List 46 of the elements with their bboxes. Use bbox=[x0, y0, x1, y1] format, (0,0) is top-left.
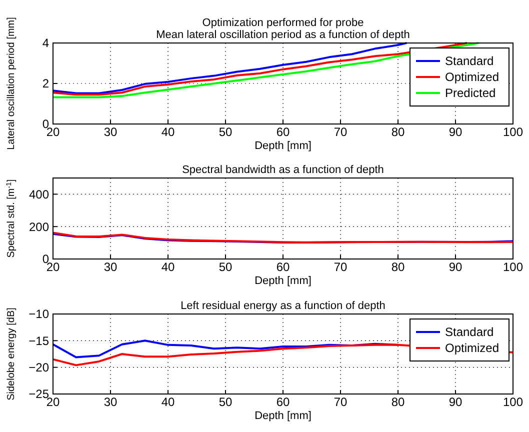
x-tick-label: 60 bbox=[276, 395, 290, 409]
x-tick-label: 40 bbox=[161, 395, 175, 409]
x-tick-label: 60 bbox=[276, 125, 290, 139]
x-tick-label: 100 bbox=[502, 260, 524, 274]
x-tick-label: 40 bbox=[161, 260, 175, 274]
x-axis-title: Depth [mm] bbox=[254, 275, 312, 287]
x-tick-label: 30 bbox=[104, 260, 118, 274]
y-tick-label: 2 bbox=[42, 76, 50, 91]
x-axis-title: Depth [mm] bbox=[254, 410, 312, 422]
x-tick-label: 50 bbox=[218, 125, 232, 139]
chart-subtitle: Mean lateral oscillation period as a function of depth bbox=[156, 29, 410, 41]
x-tick-label: 100 bbox=[502, 395, 524, 409]
y-tick-label: 200 bbox=[28, 220, 50, 234]
x-tick-label: 100 bbox=[502, 125, 524, 139]
x-tick-label: 90 bbox=[448, 125, 462, 139]
x-axis-title: Depth [mm] bbox=[254, 140, 312, 152]
x-tick-label: 40 bbox=[161, 125, 175, 139]
y-axis-title: Sidelobe energy [dB] bbox=[6, 307, 17, 400]
legend-label: Optimized bbox=[445, 70, 500, 84]
legend-label: Standard bbox=[445, 325, 494, 340]
chart-title: Optimization performed for probe bbox=[202, 17, 364, 29]
y-tick-label: −15 bbox=[28, 334, 50, 348]
x-tick-label: 30 bbox=[104, 395, 118, 409]
chart-title: Spectral bandwidth as a function of depth bbox=[182, 164, 384, 176]
x-tick-label: 50 bbox=[218, 260, 232, 274]
x-tick-label: 90 bbox=[448, 395, 462, 409]
x-tick-label: 90 bbox=[448, 260, 462, 274]
legend-label: Predicted bbox=[445, 86, 496, 100]
x-tick-label: 70 bbox=[334, 395, 348, 409]
x-tick-label: 50 bbox=[218, 395, 232, 409]
x-tick-label: 80 bbox=[391, 395, 405, 409]
y-tick-label: −20 bbox=[28, 360, 50, 375]
legend-label: Optimized bbox=[445, 341, 500, 356]
x-tick-label: 80 bbox=[391, 260, 405, 274]
x-tick-label: 30 bbox=[104, 125, 118, 139]
y-tick-label: −10 bbox=[28, 307, 50, 322]
y-axis-title: Lateral oscillation period [mm] bbox=[6, 16, 17, 150]
x-tick-label: 70 bbox=[334, 260, 348, 274]
line-series bbox=[52, 42, 408, 94]
x-tick-label: 80 bbox=[391, 125, 405, 139]
chart-title: Left residual energy as a function of depth bbox=[180, 300, 386, 312]
x-tick-label: 70 bbox=[334, 125, 348, 139]
y-tick-label: 4 bbox=[42, 36, 50, 50]
y-tick-label: 400 bbox=[28, 187, 50, 202]
legend-label: Standard bbox=[445, 54, 494, 68]
x-tick-label: 60 bbox=[276, 260, 290, 274]
